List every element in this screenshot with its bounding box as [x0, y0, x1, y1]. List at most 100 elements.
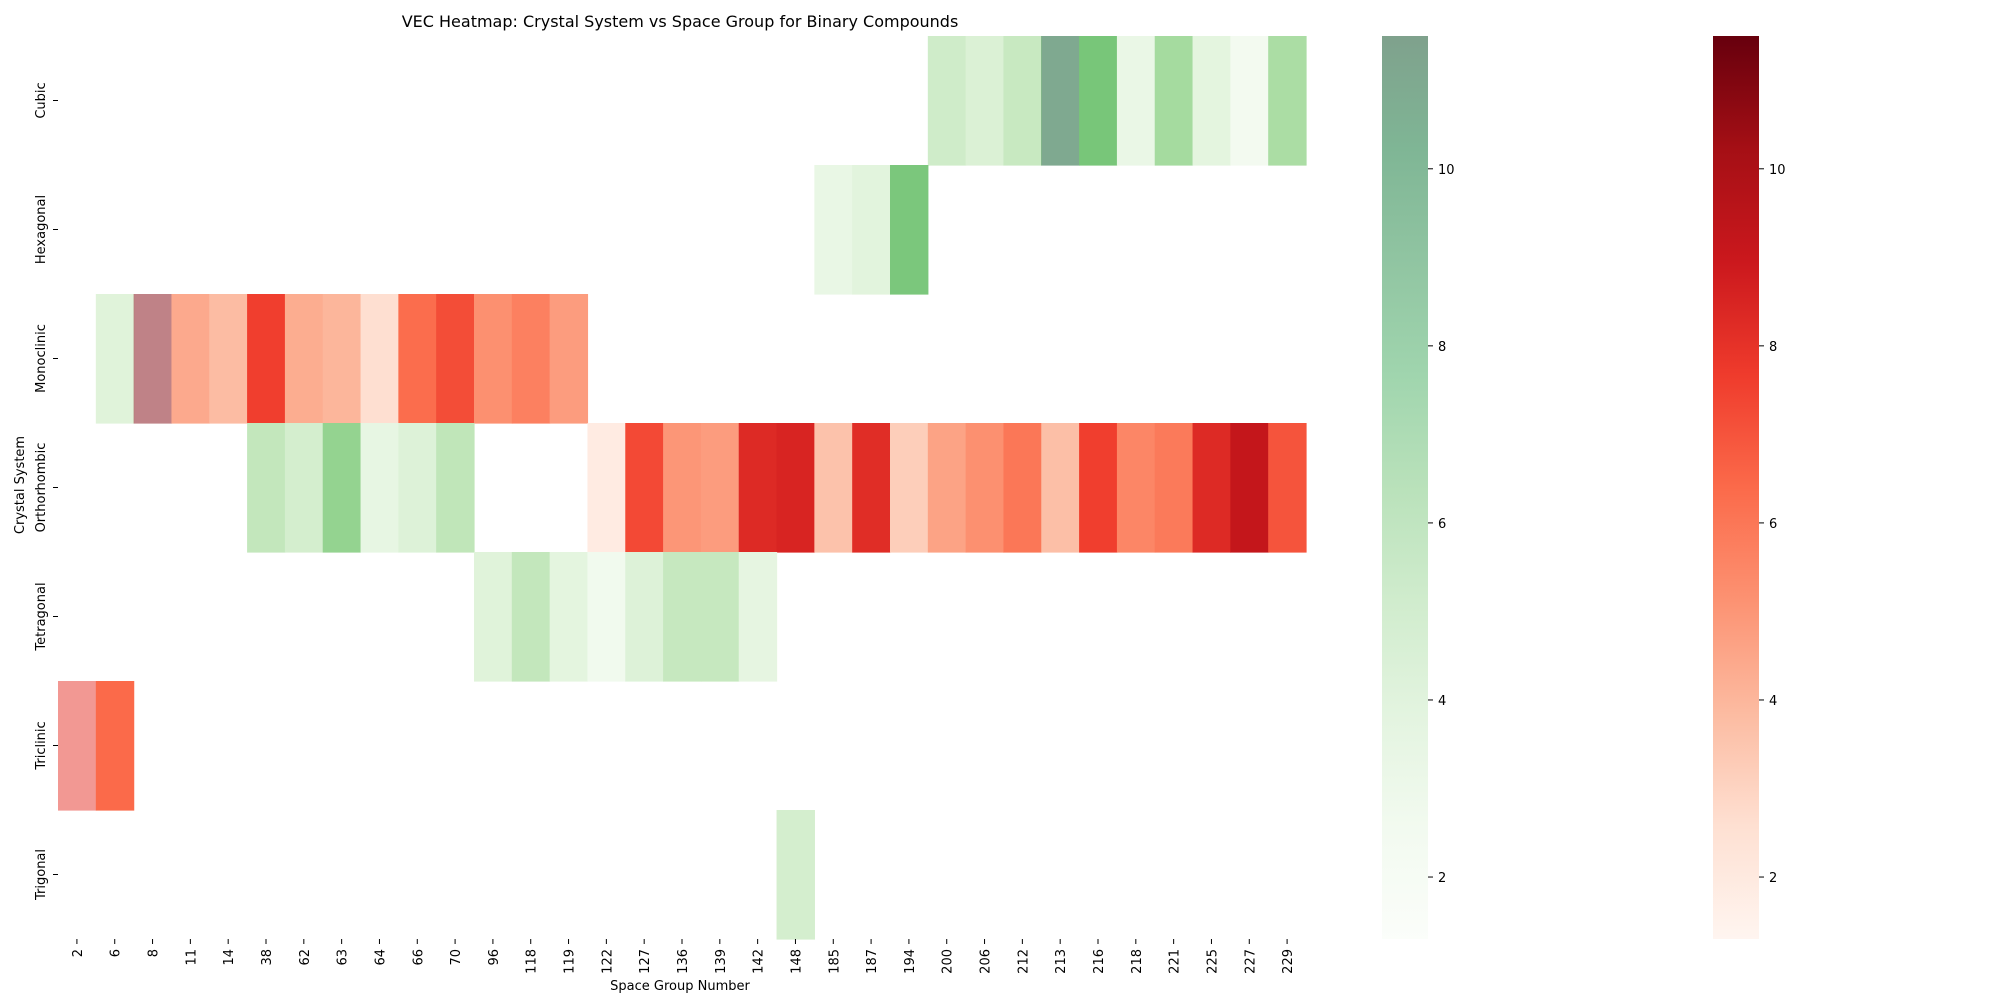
x-tick-label: 194 [903, 949, 918, 974]
heatmap-cell [58, 681, 97, 811]
chart-title: VEC Heatmap: Crystal System vs Space Gro… [402, 12, 959, 31]
colorbar-tick-label: 8 [1769, 340, 1777, 355]
heatmap-cell [1268, 36, 1307, 166]
x-tick-label: 8 [147, 949, 162, 957]
heatmap-cell [1079, 36, 1118, 166]
heatmap-cell [587, 552, 626, 682]
heatmap-cell [1192, 423, 1231, 553]
y-tick-label: Orthorhombic [34, 443, 49, 533]
heatmap-cell [776, 810, 815, 940]
heatmap-cell [322, 423, 362, 553]
heatmap-cell [965, 423, 1005, 553]
y-tick-label: Hexagonal [34, 195, 49, 264]
heatmap-cell [284, 294, 324, 424]
x-tick-label: 206 [979, 949, 994, 974]
x-tick-label: 212 [1016, 949, 1031, 974]
y-axis-ticks: Cubic Hexagonal Monoclinic Orthorhombic Tetr… [34, 82, 58, 901]
x-tick-label: 2 [71, 949, 86, 957]
heatmap-cell [95, 681, 135, 811]
heatmap-cell [663, 552, 702, 682]
x-tick-label: 63 [336, 949, 351, 966]
heatmap-cell [474, 552, 513, 682]
heatmap-cell [814, 165, 853, 295]
heatmap-cell [549, 552, 589, 682]
heatmap-cell [663, 423, 702, 553]
y-tick-label: Trigonal [34, 849, 49, 901]
x-tick-label: 213 [1054, 949, 1069, 974]
heatmap-cell [1041, 423, 1080, 553]
y-axis-label: Crystal System [13, 436, 28, 534]
colorbar-tick-label: 2 [1438, 871, 1446, 886]
x-tick-label: 136 [676, 949, 691, 974]
x-tick-label: 96 [487, 949, 502, 966]
colorbar-tick-label: 2 [1769, 871, 1777, 886]
heatmap-cell [549, 294, 589, 424]
colorbar-green: 2 4 6 8 10 [1382, 36, 1455, 939]
heatmap-cell [1230, 36, 1269, 166]
x-tick-label: 122 [600, 949, 615, 974]
heatmap-cell [247, 294, 286, 424]
x-tick-label: 70 [449, 949, 464, 966]
x-tick-label: 127 [638, 949, 653, 974]
x-tick-label: 221 [1168, 949, 1183, 974]
x-axis-ticks: 2 6 8 11 14 38 62 63 64 66 70 96 118 119 122 127 136 139 1… [71, 939, 1296, 974]
heatmap-cell [965, 36, 1005, 166]
colorbar-tick-label: 10 [1438, 163, 1455, 178]
heatmap-cell [360, 423, 399, 553]
colorbar-tick-label: 6 [1769, 517, 1777, 532]
heatmap-cell [209, 294, 248, 424]
heatmap-cell [927, 36, 967, 166]
heatmap-cell [322, 294, 362, 424]
heatmap-cell [852, 165, 891, 295]
heatmap-cell [738, 552, 778, 682]
colorbar-tick-label: 8 [1438, 340, 1446, 355]
heatmap-cell [776, 423, 815, 553]
colorbar-gradient [1713, 36, 1759, 939]
colorbar-tick-label: 4 [1769, 694, 1777, 709]
x-tick-label: 66 [411, 949, 426, 966]
heatmap-cell [1041, 36, 1080, 166]
colorbar-tick-label: 6 [1438, 517, 1446, 532]
heatmap-cell [1116, 423, 1156, 553]
x-tick-label: 6 [109, 949, 124, 957]
colorbar-gradient [1382, 36, 1428, 939]
y-tick-label: Tetragonal [34, 582, 49, 651]
heatmap-cell [284, 423, 324, 553]
heatmap-cell [1230, 423, 1269, 553]
x-tick-label: 64 [374, 949, 389, 966]
x-tick-label: 38 [260, 949, 275, 966]
heatmap-cell [133, 294, 173, 424]
heatmap-cell [738, 423, 778, 553]
heatmap-cell [890, 165, 929, 295]
x-tick-label: 229 [1281, 949, 1296, 974]
heatmap-cell [247, 423, 286, 553]
heatmap-cell [511, 294, 551, 424]
x-tick-label: 119 [563, 949, 578, 974]
colorbar-tick-label: 4 [1438, 694, 1446, 709]
heatmap-cell [171, 294, 210, 424]
heatmap-cell [1003, 423, 1042, 553]
x-tick-label: 14 [222, 949, 237, 966]
heatmap-cell [814, 423, 853, 553]
heatmap-cell [700, 552, 740, 682]
heatmap-cell [587, 423, 626, 553]
heatmap-cell [852, 423, 891, 553]
x-axis-label: Space Group Number [610, 979, 750, 994]
heatmap-cell [927, 423, 967, 553]
heatmap-cell [890, 423, 929, 553]
heatmap-cell [700, 423, 740, 553]
x-tick-label: 218 [1130, 949, 1145, 974]
x-tick-label: 11 [184, 949, 199, 966]
heatmap-cell [1116, 36, 1156, 166]
colorbar-tick-label: 10 [1769, 163, 1786, 178]
heatmap-cell [1154, 423, 1194, 553]
x-tick-label: 185 [827, 949, 842, 974]
x-tick-label: 187 [865, 949, 880, 974]
x-tick-label: 216 [1092, 949, 1107, 974]
x-tick-label: 142 [752, 949, 767, 974]
x-tick-label: 118 [525, 949, 540, 974]
x-tick-label: 148 [790, 949, 805, 974]
x-tick-label: 225 [1206, 949, 1221, 974]
colorbar-red: 2 4 6 8 10 [1713, 36, 1786, 939]
y-tick-label: Triclinic [34, 721, 49, 770]
